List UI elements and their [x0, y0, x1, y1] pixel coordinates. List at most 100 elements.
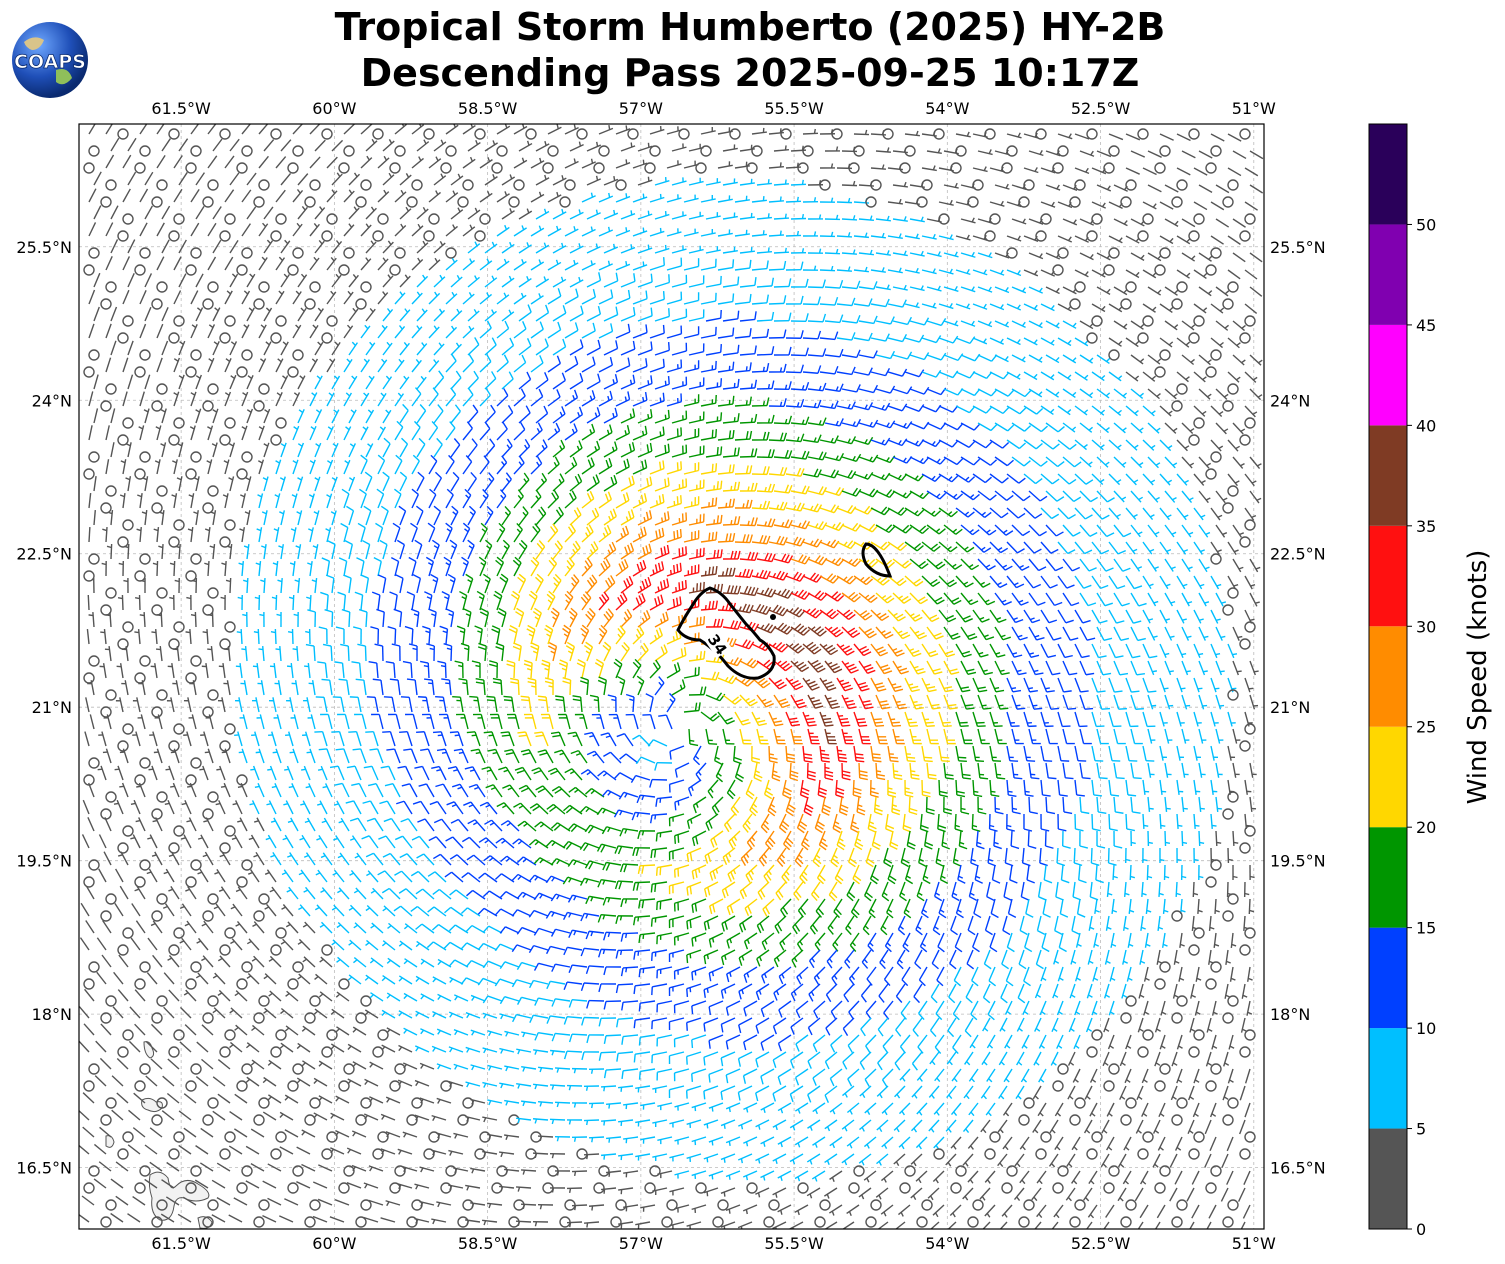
wind-barb [326, 213, 338, 225]
wind-barb [1057, 145, 1069, 157]
wind-barb [156, 179, 168, 191]
wind-barb [802, 145, 814, 157]
wind-barb [649, 125, 665, 135]
wind-barb [1040, 201, 1056, 208]
wind-barb [496, 258, 510, 271]
wind-barb [287, 162, 299, 174]
wind-barb [768, 230, 785, 237]
wind-barb [360, 179, 372, 191]
wind-barb [292, 247, 304, 259]
wind-barb [785, 196, 802, 203]
wind-barb [377, 213, 389, 225]
wind-barb [462, 124, 476, 135]
wind-barb [955, 131, 971, 138]
wind-barb [593, 162, 605, 174]
wind-barb [190, 247, 202, 259]
wind-barb [637, 176, 653, 186]
wind-barb [858, 249, 874, 256]
wind-barb [83, 264, 95, 276]
wind-barb [1249, 252, 1263, 263]
wind-barb [564, 226, 579, 237]
wind-barb [1215, 218, 1230, 228]
wind-barb [654, 177, 670, 186]
wind-barb [666, 228, 682, 237]
wind-barb [263, 239, 274, 254]
wind-barb [457, 196, 469, 208]
wind-barb [790, 213, 807, 220]
wind-barb [1222, 196, 1234, 208]
wind-barb [1188, 128, 1200, 140]
wind-barb [445, 145, 457, 157]
wind-barb [688, 177, 704, 186]
wind-barb [1096, 150, 1112, 158]
lon-tick-label-top: 52.5°W [1071, 99, 1131, 118]
wind-barb [666, 160, 682, 169]
wind-barb [100, 196, 112, 208]
wind-barb [1244, 269, 1258, 280]
wind-barb [445, 247, 457, 259]
wind-barb [1125, 133, 1141, 141]
wind-barb [280, 239, 291, 254]
wind-barb [1181, 252, 1196, 262]
wind-barb [525, 128, 537, 140]
wind-barb [1023, 167, 1039, 174]
wind-barb [790, 179, 807, 186]
wind-barb [938, 234, 954, 241]
wind-barb [1198, 184, 1213, 194]
wind-barb [1137, 230, 1149, 242]
contour-34kt-dot [770, 614, 776, 620]
wind-barb [1176, 179, 1188, 191]
wind-barb [547, 225, 562, 237]
wind-barb [411, 257, 424, 271]
wind-barb [224, 213, 236, 225]
wind-barb [802, 128, 819, 135]
wind-barb [1006, 145, 1018, 157]
wind-barb [547, 191, 562, 203]
wind-barb [739, 246, 755, 254]
wind-barb [564, 158, 579, 169]
wind-barb [1164, 218, 1179, 227]
lon-tick-label-bottom: 55.5°W [764, 1234, 824, 1253]
wind-barb [671, 211, 687, 220]
wind-barb [484, 174, 498, 186]
wind-barb [615, 159, 631, 169]
wind-barb [467, 139, 481, 152]
wind-barb [110, 239, 119, 254]
wind-barb [1176, 167, 1191, 176]
wind-barb [683, 194, 699, 203]
lon-tick-label-top: 58.5°W [458, 99, 518, 118]
wind-barb [377, 189, 390, 203]
wind-barb [411, 124, 425, 135]
wind-barb [734, 259, 752, 271]
wind-barb [683, 258, 700, 271]
lon-tick-label-bottom: 51°W [1232, 1234, 1276, 1253]
wind-barb [246, 206, 257, 220]
wind-barb [1006, 269, 1022, 277]
wind-barb [1227, 235, 1241, 245]
wind-barb [768, 162, 785, 169]
wind-barb [479, 213, 491, 225]
wind-barb [552, 208, 567, 220]
wind-barb [1188, 230, 1200, 242]
wind-barb [331, 240, 343, 254]
wind-barb [569, 243, 584, 254]
wind-barb [751, 196, 767, 203]
wind-barb [603, 243, 619, 254]
wind-barb [576, 128, 588, 140]
wind-barb [161, 205, 171, 220]
wind-barb [297, 273, 308, 288]
wind-barb [598, 125, 614, 135]
wind-barb [751, 127, 767, 135]
wind-barb [501, 241, 515, 254]
wind-barb [836, 266, 853, 272]
wind-barb [501, 275, 515, 288]
wind-barb [637, 210, 653, 220]
wind-barb [1130, 150, 1145, 158]
wind-barb [807, 248, 824, 254]
wind-barb [705, 212, 721, 220]
wind-barb [598, 145, 610, 157]
wind-barb [382, 139, 395, 152]
colorbar-bin [1369, 324, 1407, 426]
lat-tick-label-right: 21°N [1270, 698, 1310, 717]
lat-tick-label-left: 16.5°N [16, 1159, 72, 1178]
